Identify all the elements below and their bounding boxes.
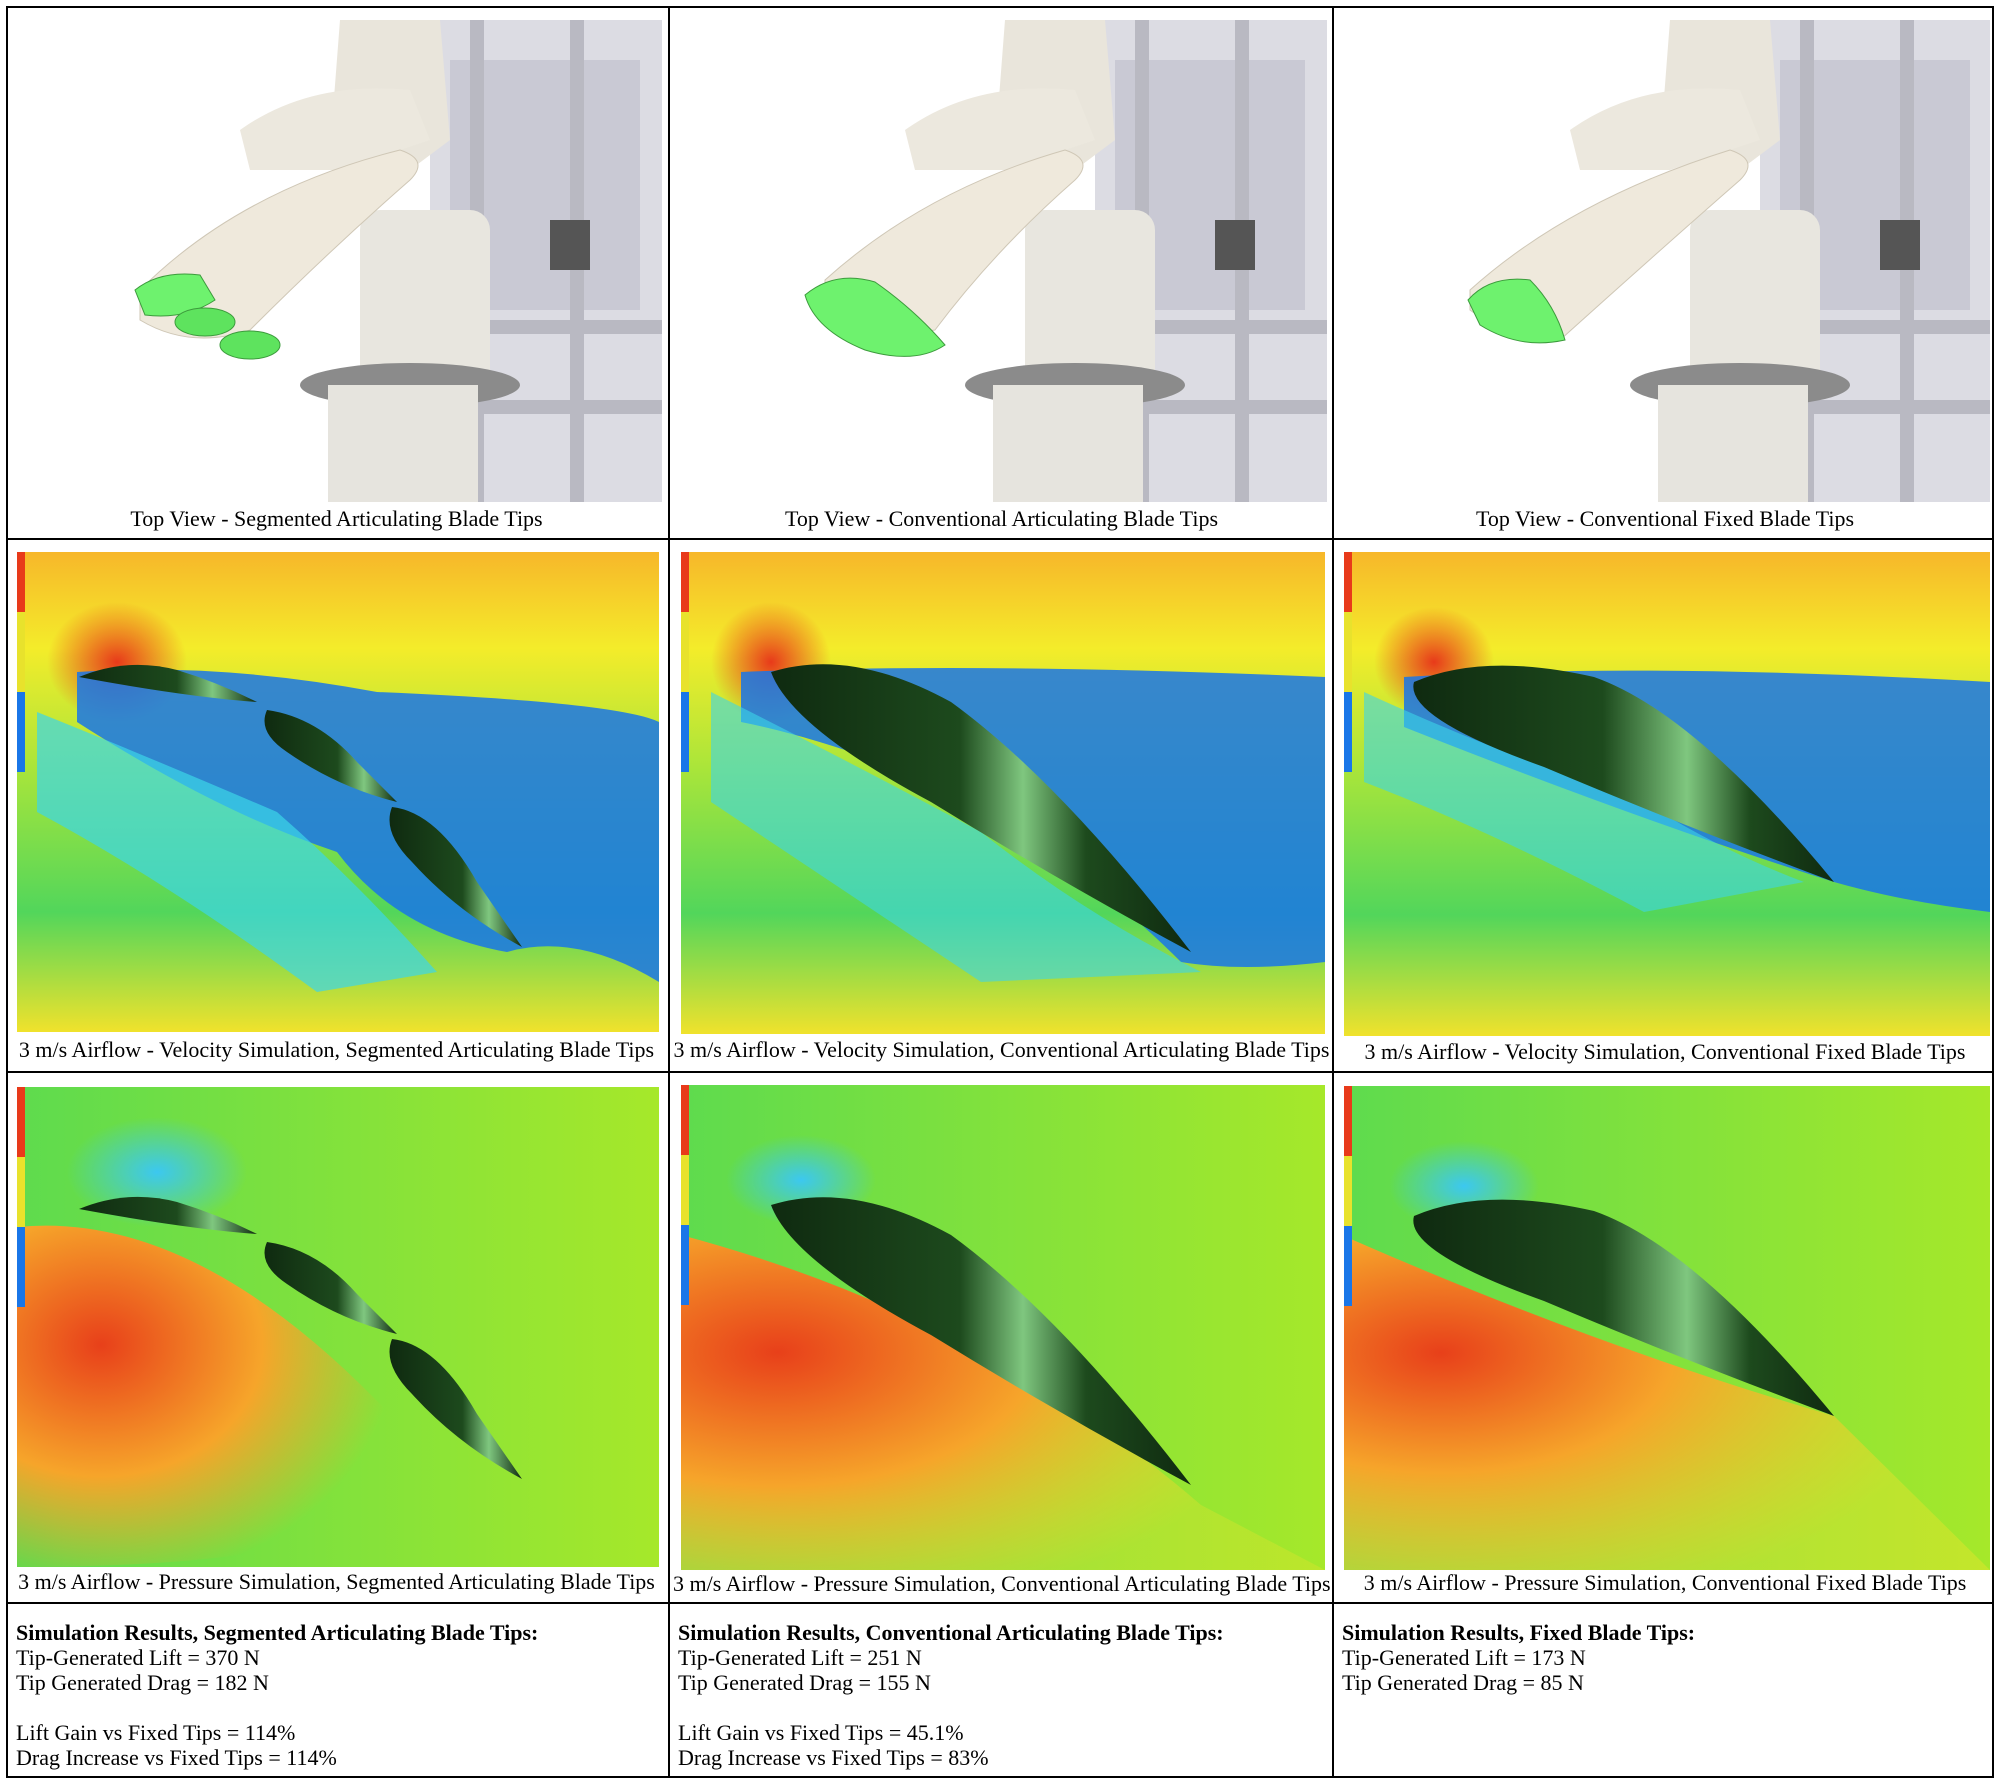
velocity-caption-segmented: 3 m/s Airflow - Velocity Simulation, Seg… <box>18 1037 655 1062</box>
drag-increase-value: Drag Increase vs Fixed Tips = 83% <box>678 1745 989 1770</box>
velocity-cell-segmented: 3 m/s Airflow - Velocity Simulation, Seg… <box>8 540 665 1070</box>
grid-border-right <box>1992 6 1994 1778</box>
results-title: Simulation Results, Conventional Articul… <box>678 1620 1224 1645</box>
top-view-caption-fixed: Top View - Conventional Fixed Blade Tips <box>1475 506 1855 531</box>
pressure-cell-fixed: 3 m/s Airflow - Pressure Simulation, Con… <box>1338 1072 1992 1602</box>
lift-gain-value: Lift Gain vs Fixed Tips = 45.1% <box>678 1720 964 1745</box>
grid-border-bottom <box>6 1776 1994 1778</box>
grid-row-divider <box>6 1602 1994 1604</box>
pressure-cell-segmented: 3 m/s Airflow - Pressure Simulation, Seg… <box>8 1072 665 1602</box>
pressure-sim-fixed <box>1344 1086 1990 1570</box>
top-view-render-conventional-articulating <box>675 20 1327 502</box>
results-segmented: Simulation Results, Segmented Articulati… <box>16 1620 656 1770</box>
velocity-cell-fixed: 3 m/s Airflow - Velocity Simulation, Con… <box>1338 540 1992 1070</box>
top-view-cell-conventional-articulating: Top View - Conventional Articulating Bla… <box>673 8 1330 538</box>
drag-value: Tip Generated Drag = 182 N <box>16 1670 269 1695</box>
grid-border-top <box>6 6 1994 8</box>
drag-value: Tip Generated Drag = 85 N <box>1342 1670 1584 1695</box>
top-view-render-segmented <box>10 20 662 502</box>
grid-col-divider <box>1332 6 1334 1778</box>
lift-gain-value: Lift Gain vs Fixed Tips = 114% <box>16 1720 296 1745</box>
lift-value: Tip-Generated Lift = 370 N <box>16 1645 260 1670</box>
grid-border-left <box>6 6 8 1778</box>
velocity-sim-conventional-articulating <box>681 552 1325 1034</box>
results-fixed: Simulation Results, Fixed Blade Tips: Ti… <box>1342 1620 1982 1695</box>
lift-value: Tip-Generated Lift = 173 N <box>1342 1645 1586 1670</box>
grid-row-divider <box>6 538 1994 540</box>
results-conventional-articulating: Simulation Results, Conventional Articul… <box>678 1620 1323 1770</box>
drag-increase-value: Drag Increase vs Fixed Tips = 114% <box>16 1745 337 1770</box>
grid-col-divider <box>668 6 670 1778</box>
velocity-caption-fixed: 3 m/s Airflow - Velocity Simulation, Con… <box>1364 1039 1966 1064</box>
top-view-render-fixed <box>1340 20 1990 502</box>
pressure-sim-conventional-articulating <box>681 1085 1325 1570</box>
drag-value: Tip Generated Drag = 155 N <box>678 1670 931 1695</box>
velocity-sim-segmented <box>17 552 659 1032</box>
velocity-cell-conventional-articulating: 3 m/s Airflow - Velocity Simulation, Con… <box>673 540 1330 1070</box>
pressure-caption-fixed: 3 m/s Airflow - Pressure Simulation, Con… <box>1363 1570 1967 1595</box>
pressure-caption-segmented: 3 m/s Airflow - Pressure Simulation, Seg… <box>18 1569 655 1594</box>
pressure-caption-conventional-articulating: 3 m/s Airflow - Pressure Simulation, Con… <box>673 1571 1331 1596</box>
top-view-caption-conventional-articulating: Top View - Conventional Articulating Bla… <box>784 506 1219 531</box>
top-view-cell-segmented: Top View - Segmented Articulating Blade … <box>8 8 665 538</box>
lift-value: Tip-Generated Lift = 251 N <box>678 1645 922 1670</box>
results-title: Simulation Results, Segmented Articulati… <box>16 1620 539 1645</box>
results-title: Simulation Results, Fixed Blade Tips: <box>1342 1620 1696 1645</box>
velocity-sim-fixed <box>1344 552 1990 1036</box>
pressure-cell-conventional-articulating: 3 m/s Airflow - Pressure Simulation, Con… <box>673 1072 1331 1602</box>
grid-row-divider <box>6 1071 1994 1073</box>
velocity-caption-conventional-articulating: 3 m/s Airflow - Velocity Simulation, Con… <box>673 1037 1330 1062</box>
top-view-caption-segmented: Top View - Segmented Articulating Blade … <box>130 506 543 531</box>
top-view-cell-fixed: Top View - Conventional Fixed Blade Tips <box>1338 8 1992 538</box>
pressure-sim-segmented <box>17 1087 659 1567</box>
